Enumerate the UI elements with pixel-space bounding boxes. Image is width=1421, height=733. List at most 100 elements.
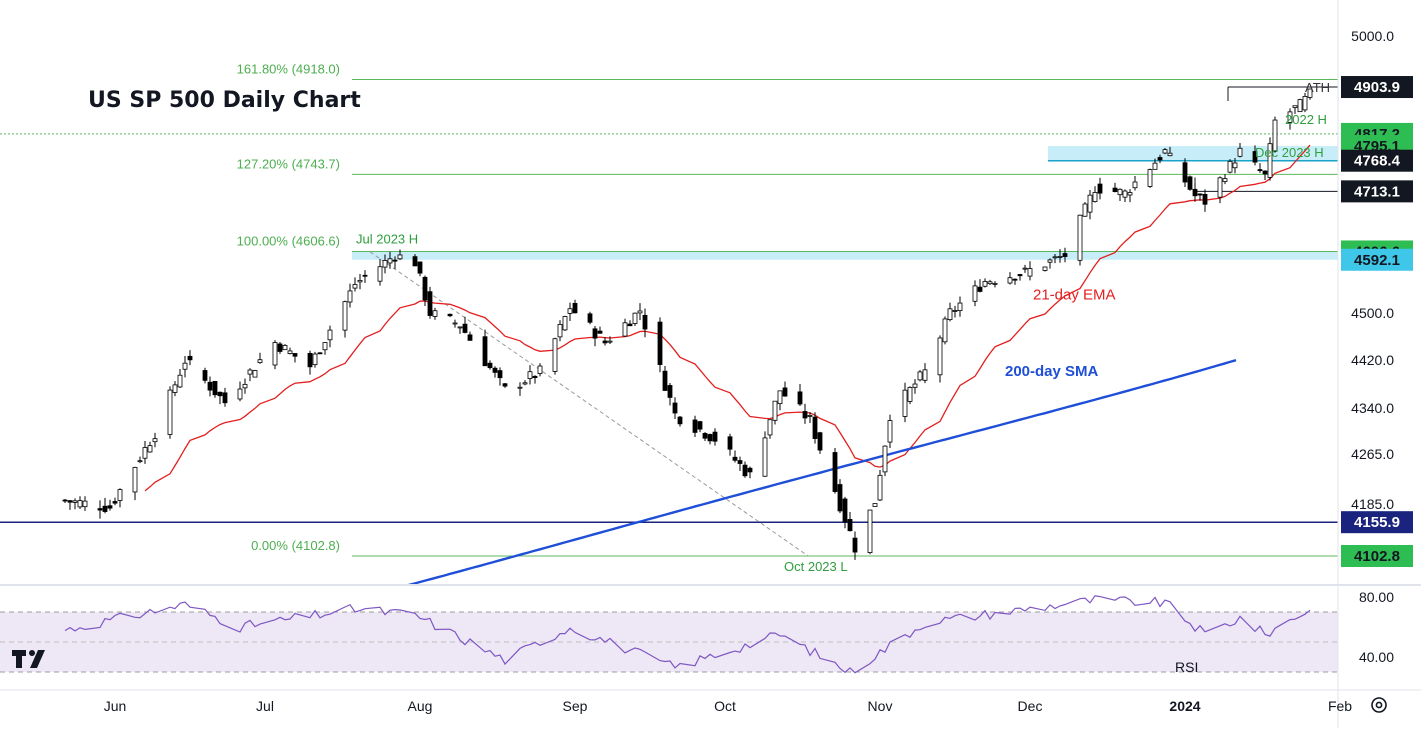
candle-body — [142, 447, 148, 459]
candle-body — [452, 322, 458, 325]
candle-body — [1302, 96, 1308, 111]
candle-body — [1237, 147, 1243, 157]
candle-body — [182, 362, 188, 370]
price-label-box — [1341, 149, 1413, 172]
candle-body — [907, 387, 913, 402]
candle-body — [1227, 160, 1233, 173]
candle-body — [82, 500, 88, 508]
candle-body — [152, 438, 158, 443]
price-tick: 4265.0 — [1351, 446, 1394, 462]
candle-body — [662, 370, 668, 391]
rsi-tick: 40.00 — [1359, 649, 1394, 665]
candle-body — [737, 460, 743, 464]
candle-body — [322, 342, 328, 351]
candle-body — [972, 285, 978, 302]
candle-body — [1092, 192, 1098, 202]
candle-body — [867, 509, 873, 553]
candle-body — [637, 310, 643, 314]
candle-body — [242, 383, 248, 389]
candle-body — [982, 281, 988, 287]
candle-body — [1077, 214, 1083, 261]
zones-layer — [352, 146, 1338, 260]
candle-body — [427, 291, 433, 316]
candle-body — [762, 437, 768, 477]
candle-body — [667, 385, 673, 398]
candle-body — [842, 498, 848, 523]
candle-body — [492, 367, 498, 373]
candle-body — [1087, 194, 1093, 213]
chart-title: US SP 500 Daily Chart — [88, 88, 361, 113]
candle-body — [992, 282, 998, 285]
candle-body — [1152, 162, 1158, 170]
candle-body — [812, 416, 818, 439]
candle-body — [797, 391, 803, 405]
label-sma: 200-day SMA — [1005, 363, 1099, 380]
candle-body — [1057, 256, 1063, 258]
candle-body — [457, 326, 463, 329]
candle-body — [572, 302, 578, 314]
lines-layer — [0, 78, 1338, 557]
candle-body — [1202, 193, 1208, 205]
candle-body — [252, 370, 258, 378]
candle-body — [357, 279, 363, 283]
label-ath: ATH — [1305, 80, 1330, 95]
candle-body — [882, 445, 888, 473]
candle-body — [767, 419, 773, 436]
candle-body — [817, 432, 823, 451]
candle-body — [807, 415, 813, 417]
candle-body — [1297, 99, 1303, 113]
candle-body — [1262, 170, 1268, 175]
time-tick: Dec — [1018, 698, 1043, 714]
candle-body — [587, 313, 593, 323]
candle-body — [802, 411, 808, 419]
candle-body — [592, 328, 598, 339]
candle-body — [187, 355, 193, 361]
candle-body — [342, 301, 348, 331]
candle-body — [607, 340, 613, 343]
rsi-tick: 80.00 — [1359, 589, 1394, 605]
candle-body — [847, 519, 853, 532]
candle-body — [922, 369, 928, 381]
candle-body — [1187, 176, 1193, 190]
candle-body — [657, 321, 663, 365]
candle-body — [852, 537, 858, 553]
candle-body — [502, 383, 508, 387]
candle-body — [307, 352, 313, 368]
candle-body — [212, 381, 218, 396]
candle-body — [1082, 203, 1088, 217]
candle-body — [952, 310, 958, 312]
candle-body — [877, 474, 883, 501]
candle-body — [677, 416, 683, 425]
tradingview-logo[interactable] — [12, 648, 52, 670]
candle-body — [517, 386, 523, 389]
candle-body — [837, 484, 843, 512]
time-tick: Feb — [1328, 698, 1352, 714]
candle-body — [1232, 162, 1238, 169]
candle-body — [552, 338, 558, 372]
settings-gear-icon[interactable] — [1368, 694, 1390, 716]
rsi-pane: 80.00 40.00 RSI — [0, 589, 1394, 675]
label-ema: 21-day EMA — [1033, 287, 1116, 304]
candle-body — [102, 505, 108, 512]
candle-body — [642, 314, 648, 330]
candle-body — [622, 322, 628, 337]
candle-body — [72, 500, 78, 503]
price-tick: 4420.0 — [1351, 352, 1394, 368]
candle-body — [247, 369, 253, 375]
label-2022h: 2022 H — [1285, 112, 1327, 127]
candle-body — [387, 258, 393, 264]
time-tick: Aug — [408, 698, 433, 714]
candle-body — [172, 384, 178, 393]
price-label-text: 4713.1 — [1354, 183, 1400, 200]
candle-body — [977, 286, 983, 292]
trend-dashed — [369, 251, 809, 557]
candle-body — [487, 362, 493, 369]
price-label-text: 4155.9 — [1354, 514, 1400, 531]
zone-0 — [1048, 146, 1338, 161]
candle-body — [562, 316, 568, 331]
candle-body — [1012, 278, 1018, 281]
price-label-text: 4102.8 — [1354, 548, 1400, 565]
ema21-line — [144, 144, 1311, 492]
candle-body — [312, 353, 318, 366]
